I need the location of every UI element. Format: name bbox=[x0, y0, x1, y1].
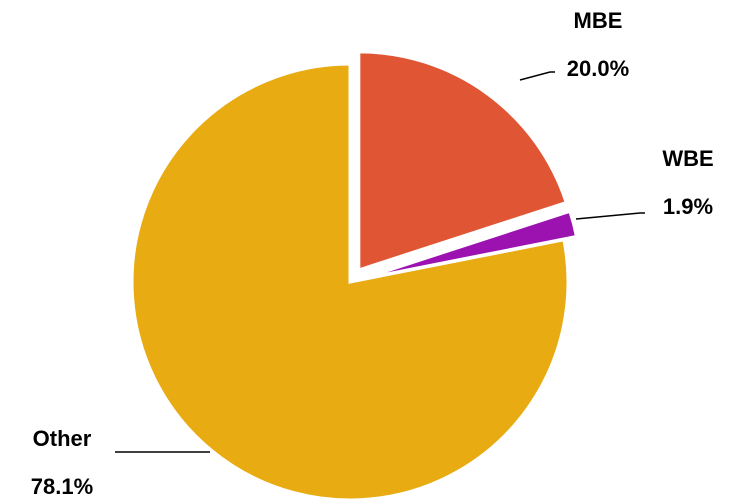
pie-slice bbox=[357, 50, 569, 272]
pie-slice bbox=[130, 62, 570, 502]
leader-line bbox=[519, 71, 555, 81]
slice-value-label: 20.0% bbox=[567, 56, 629, 81]
slice-label: WBE bbox=[662, 146, 713, 171]
slice-label: Other bbox=[33, 426, 92, 451]
slice-value-label: 1.9% bbox=[663, 194, 713, 219]
slice-value-label: 78.1% bbox=[31, 474, 93, 499]
pie-slice bbox=[362, 209, 579, 281]
slice-label: MBE bbox=[574, 8, 623, 33]
leader-line bbox=[575, 212, 645, 220]
